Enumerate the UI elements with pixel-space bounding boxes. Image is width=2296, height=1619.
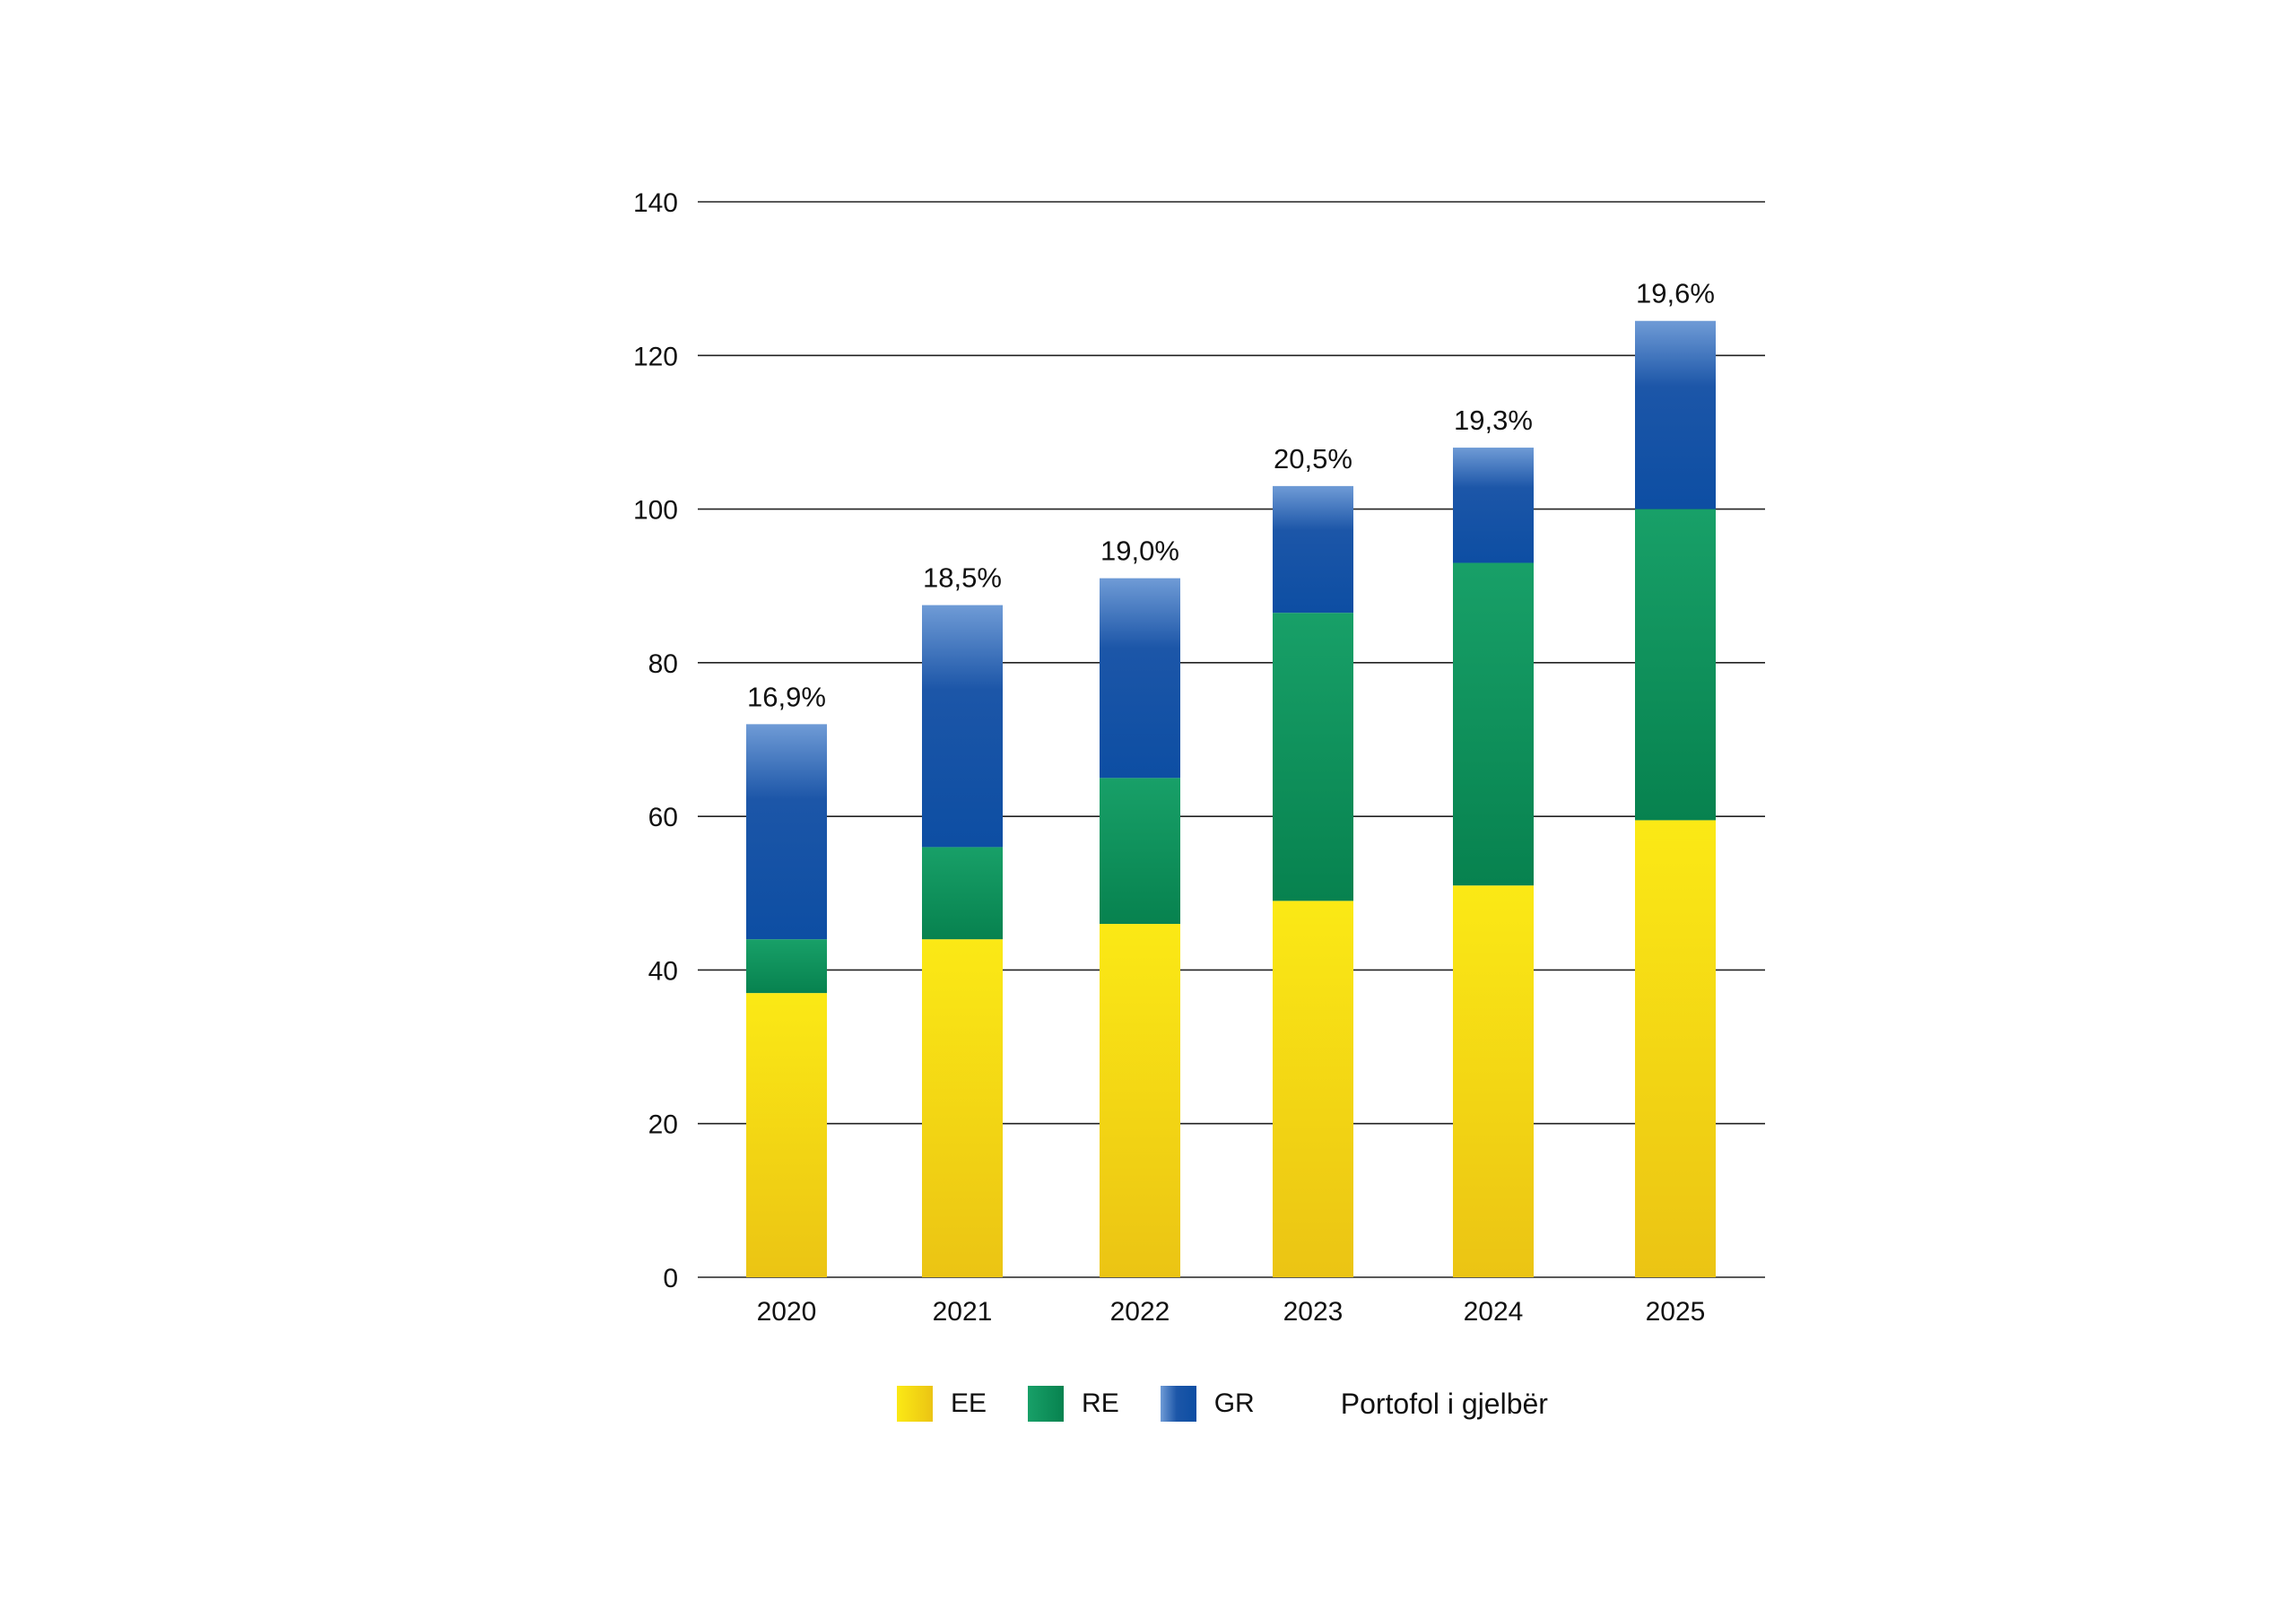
bar-ee-2023: [1273, 901, 1353, 1277]
y-tick-label-80: 80: [648, 649, 678, 679]
bar-gr-2020: [746, 724, 827, 940]
x-tick-label-2024: 2024: [1464, 1297, 1524, 1327]
bars: [746, 320, 1716, 1277]
bar-re-2021: [922, 847, 1003, 940]
bar-re-2025: [1635, 509, 1716, 821]
legend-label-gr: GR: [1213, 1388, 1255, 1418]
bar-re-2023: [1273, 613, 1353, 901]
bar-gr-2021: [922, 605, 1003, 848]
y-tick-label-120: 120: [633, 342, 678, 371]
bar-re-2020: [746, 939, 827, 994]
legend-note: Portofol i gjelbër: [1340, 1387, 1548, 1420]
legend-item-re: RE: [1028, 1386, 1119, 1422]
bar-gr-2022: [1100, 578, 1180, 779]
x-axis-ticks: 2020 2021 2022 2023 2024 2025: [757, 1297, 1706, 1327]
x-tick-label-2022: 2022: [1110, 1297, 1170, 1327]
y-axis-ticks: 0 20 40 60 80 100 120 140: [633, 188, 678, 1293]
y-tick-label-140: 140: [633, 188, 678, 218]
legend-swatch-gr: [1160, 1386, 1196, 1422]
x-tick-label-2023: 2023: [1283, 1297, 1344, 1327]
legend-swatch-ee: [897, 1386, 933, 1422]
bar-total-label-2021: 18,5%: [923, 562, 1002, 594]
bar-total-label-2020: 16,9%: [747, 681, 826, 712]
bar-ee-2021: [922, 939, 1003, 1277]
bar-gr-2023: [1273, 485, 1353, 614]
bar-total-label-2025: 19,6%: [1636, 278, 1715, 309]
bar-ee-2024: [1453, 885, 1534, 1277]
bar-gr-2025: [1635, 320, 1716, 509]
gridlines: [698, 201, 1765, 1278]
x-tick-label-2020: 2020: [757, 1297, 817, 1327]
legend-item-ee: EE: [897, 1386, 987, 1422]
bar-re-2022: [1100, 778, 1180, 925]
legend-label-ee: EE: [951, 1388, 987, 1418]
y-tick-label-0: 0: [663, 1264, 678, 1293]
bar-total-label-2022: 19,0%: [1100, 535, 1179, 567]
legend-swatch-re: [1028, 1386, 1065, 1422]
bar-ee-2020: [746, 993, 827, 1277]
legend: EE RE GR Portofol i gjelbër: [897, 1384, 1548, 1423]
bar-gr-2024: [1453, 448, 1534, 563]
bar-re-2024: [1453, 562, 1534, 886]
y-tick-label-60: 60: [648, 803, 678, 832]
bar-value-labels: 16,9% 18,5% 19,0% 20,5% 19,3% 19,6%: [747, 278, 1715, 713]
x-tick-label-2021: 2021: [933, 1297, 993, 1327]
y-tick-label-40: 40: [648, 956, 678, 986]
x-tick-label-2025: 2025: [1646, 1297, 1706, 1327]
legend-label-re: RE: [1082, 1388, 1119, 1418]
bar-ee-2025: [1635, 820, 1716, 1277]
y-tick-label-20: 20: [648, 1110, 678, 1140]
bar-ee-2022: [1100, 924, 1180, 1277]
y-tick-label-100: 100: [633, 496, 678, 526]
legend-item-gr: GR: [1160, 1386, 1255, 1422]
bar-total-label-2023: 20,5%: [1274, 443, 1352, 474]
bar-total-label-2024: 19,3%: [1454, 405, 1533, 436]
